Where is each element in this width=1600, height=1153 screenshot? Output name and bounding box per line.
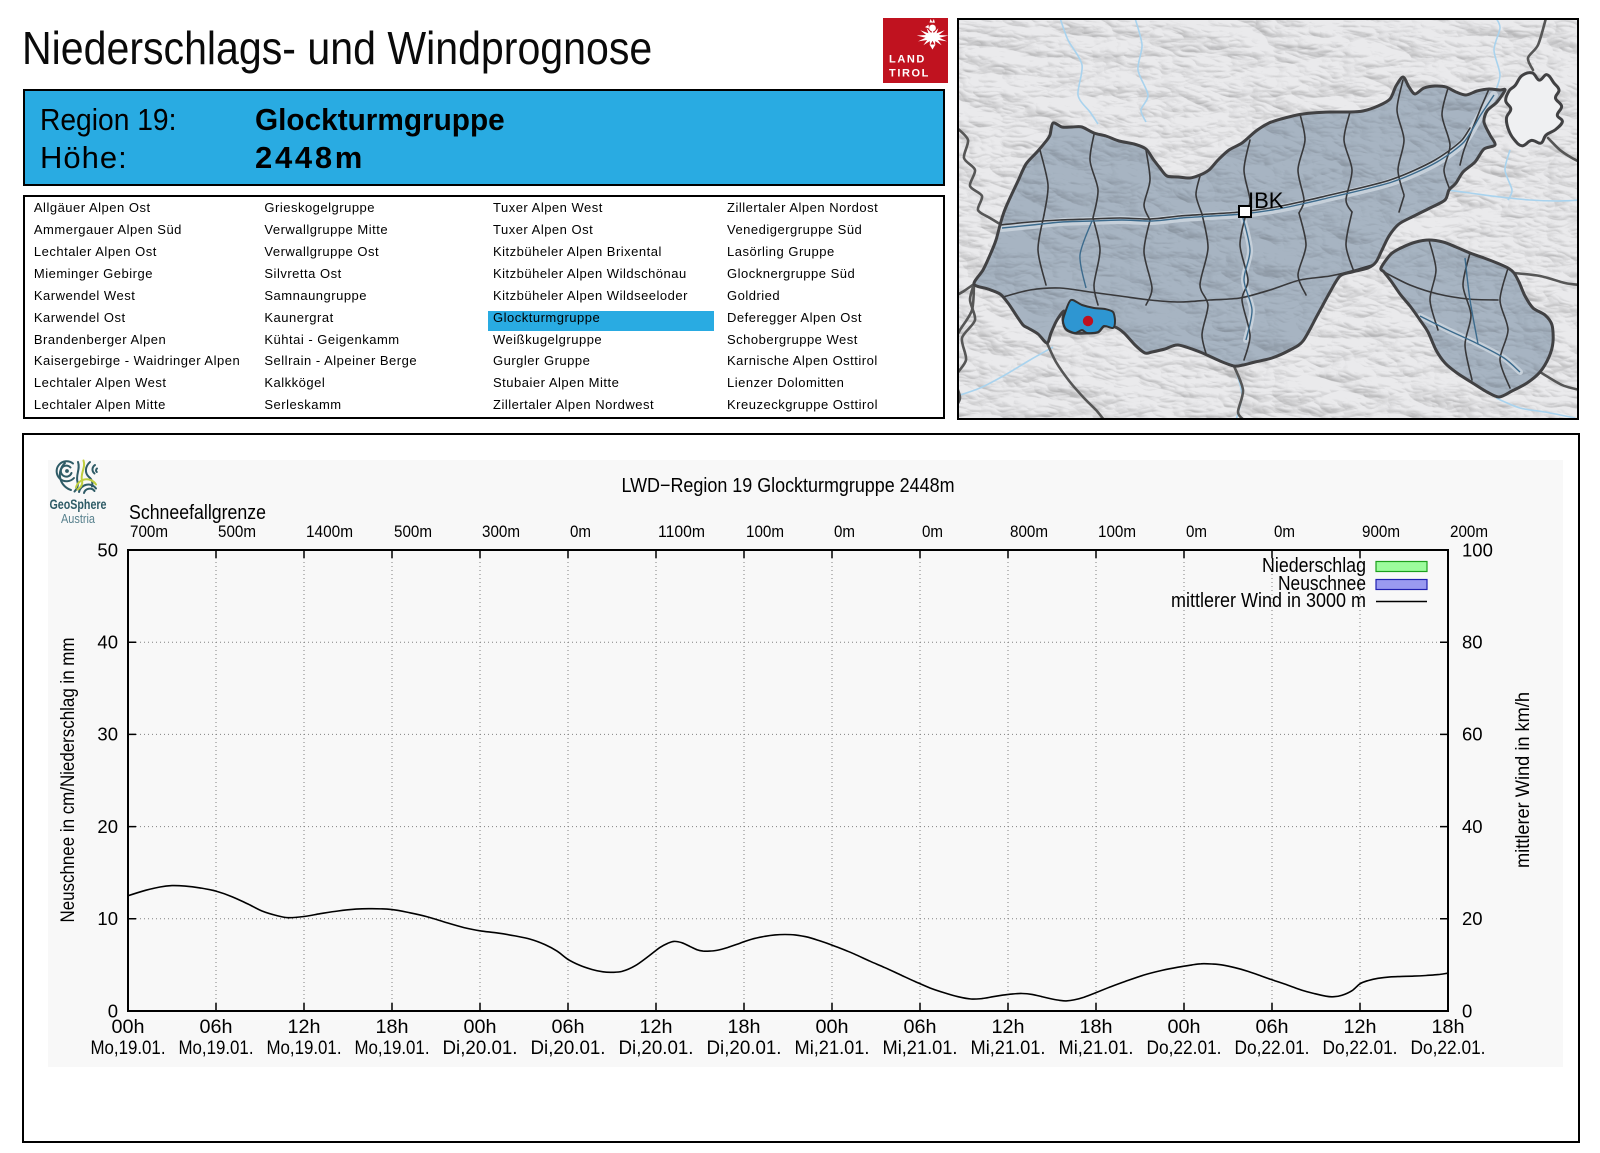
svg-text:800m: 800m <box>1010 523 1048 541</box>
svg-text:Mo,19.01.: Mo,19.01. <box>267 1038 342 1059</box>
svg-text:500m: 500m <box>218 523 256 541</box>
svg-text:Mo,19.01.: Mo,19.01. <box>179 1038 254 1059</box>
svg-text:Do,22.01.: Do,22.01. <box>1235 1038 1310 1059</box>
svg-text:20: 20 <box>97 816 118 837</box>
svg-text:0m: 0m <box>1274 523 1295 541</box>
svg-text:Mi,21.01.: Mi,21.01. <box>1059 1038 1134 1059</box>
svg-text:Neuschnee in cm/Niederschlag i: Neuschnee in cm/Niederschlag in mm <box>58 638 79 923</box>
svg-text:Do,22.01.: Do,22.01. <box>1147 1038 1222 1059</box>
svg-text:Mi,21.01.: Mi,21.01. <box>795 1038 870 1059</box>
svg-text:700m: 700m <box>130 523 168 541</box>
svg-text:00h: 00h <box>816 1017 849 1038</box>
svg-text:Austria: Austria <box>61 512 95 526</box>
svg-text:100m: 100m <box>746 523 784 541</box>
svg-text:Niederschlag: Niederschlag <box>1262 555 1366 577</box>
svg-text:0m: 0m <box>922 523 943 541</box>
svg-text:0m: 0m <box>570 523 591 541</box>
svg-text:10: 10 <box>97 908 118 929</box>
svg-text:Di,20.01.: Di,20.01. <box>707 1038 782 1059</box>
svg-text:Mo,19.01.: Mo,19.01. <box>355 1038 430 1059</box>
svg-text:00h: 00h <box>112 1017 145 1038</box>
svg-text:40: 40 <box>97 632 118 653</box>
svg-text:Di,20.01.: Di,20.01. <box>619 1038 694 1059</box>
svg-text:18h: 18h <box>1080 1017 1113 1038</box>
svg-text:IBK: IBK <box>1248 188 1284 213</box>
svg-text:18h: 18h <box>728 1017 761 1038</box>
svg-text:100: 100 <box>1462 539 1493 560</box>
svg-text:0: 0 <box>1462 1000 1472 1021</box>
svg-text:300m: 300m <box>482 523 520 541</box>
svg-text:18h: 18h <box>376 1017 409 1038</box>
svg-text:0m: 0m <box>834 523 855 541</box>
svg-text:12h: 12h <box>992 1017 1025 1038</box>
svg-text:0m: 0m <box>1186 523 1207 541</box>
svg-text:50: 50 <box>97 539 118 560</box>
svg-text:Do,22.01.: Do,22.01. <box>1323 1038 1398 1059</box>
svg-text:1100m: 1100m <box>658 523 705 541</box>
svg-text:Di,20.01.: Di,20.01. <box>531 1038 606 1059</box>
svg-text:Mi,21.01.: Mi,21.01. <box>971 1038 1046 1059</box>
svg-text:TIROL: TIROL <box>889 68 930 80</box>
svg-text:Do,22.01.: Do,22.01. <box>1411 1038 1486 1059</box>
svg-text:900m: 900m <box>1362 523 1400 541</box>
svg-text:Schneefallgrenze: Schneefallgrenze <box>129 501 266 524</box>
svg-text:GeoSphere: GeoSphere <box>50 497 107 512</box>
svg-text:80: 80 <box>1462 632 1483 653</box>
svg-text:60: 60 <box>1462 724 1483 745</box>
svg-text:06h: 06h <box>904 1017 937 1038</box>
svg-text:06h: 06h <box>200 1017 233 1038</box>
svg-text:00h: 00h <box>1168 1017 1201 1038</box>
svg-text:20: 20 <box>1462 908 1483 929</box>
svg-text:LAND: LAND <box>889 54 926 66</box>
svg-text:Mi,21.01.: Mi,21.01. <box>883 1038 958 1059</box>
svg-text:Neuschnee: Neuschnee <box>1278 573 1366 595</box>
svg-text:30: 30 <box>97 724 118 745</box>
svg-text:06h: 06h <box>1256 1017 1289 1038</box>
svg-text:06h: 06h <box>552 1017 585 1038</box>
svg-text:500m: 500m <box>394 523 432 541</box>
svg-text:40: 40 <box>1462 816 1483 837</box>
svg-text:LWD−Region 19 Glockturmgruppe: LWD−Region 19 Glockturmgruppe 2448m <box>622 475 955 497</box>
svg-text:12h: 12h <box>288 1017 321 1038</box>
svg-text:100m: 100m <box>1098 523 1136 541</box>
svg-text:0: 0 <box>108 1000 118 1021</box>
svg-text:Mo,19.01.: Mo,19.01. <box>91 1038 166 1059</box>
svg-text:mittlerer Wind in km/h: mittlerer Wind in km/h <box>1513 692 1534 868</box>
svg-text:200m: 200m <box>1450 523 1488 541</box>
svg-text:18h: 18h <box>1432 1017 1465 1038</box>
svg-text:00h: 00h <box>464 1017 497 1038</box>
svg-text:Di,20.01.: Di,20.01. <box>443 1038 518 1059</box>
svg-text:12h: 12h <box>640 1017 673 1038</box>
svg-text:1400m: 1400m <box>306 523 353 541</box>
svg-text:mittlerer Wind in 3000 m: mittlerer Wind in 3000 m <box>1171 590 1366 612</box>
svg-text:12h: 12h <box>1344 1017 1377 1038</box>
